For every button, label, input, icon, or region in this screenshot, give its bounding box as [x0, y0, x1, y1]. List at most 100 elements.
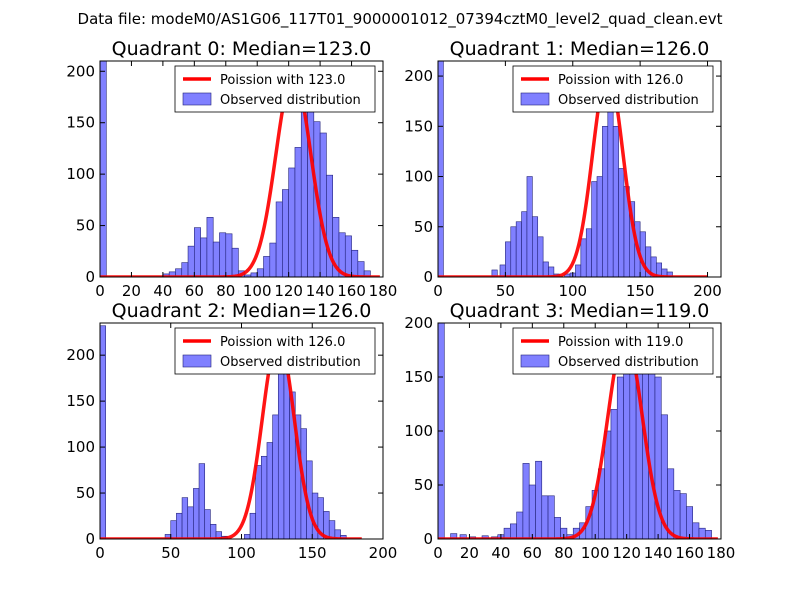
histogram-bar: [591, 181, 598, 277]
histogram-bar: [266, 442, 273, 539]
histogram-bar: [283, 368, 290, 539]
y-tick-label: 50: [76, 484, 95, 502]
y-tick-label: 100: [66, 165, 95, 183]
histogram-bar: [532, 216, 539, 277]
x-tick-label: 50: [496, 282, 515, 300]
histogram-bar: [193, 488, 200, 539]
x-tick-label: 0: [433, 544, 443, 562]
legend-observed-swatch: [520, 354, 550, 368]
y-tick-label: 200: [66, 346, 95, 364]
legend-observed-swatch: [182, 92, 212, 106]
histogram-bar: [351, 249, 359, 277]
y-tick-label: 200: [404, 314, 433, 332]
quadrant-0-plot-area: [100, 61, 381, 277]
x-tick-label: 100: [558, 282, 587, 300]
legend-fit-label: Poission with 126.0: [558, 73, 683, 88]
histogram-bar: [256, 268, 264, 277]
quadrant-1-panel: Quadrant 1: Median=126.0 0 50 100 150 200 0 50 1…: [404, 38, 721, 300]
histogram-bar: [602, 126, 609, 277]
histogram-bar: [629, 355, 637, 539]
suptitle: Data file: modeM0/AS1G06_117T01_90000010…: [78, 10, 723, 29]
histogram-bar: [269, 242, 277, 277]
poisson-fit-line: [438, 334, 719, 539]
histogram-bar: [255, 465, 262, 539]
histogram-bar: [204, 509, 211, 539]
quadrant-0-title: Quadrant 0: Median=123.0: [112, 38, 372, 60]
histogram-bar: [537, 236, 544, 277]
histogram-bar: [357, 261, 365, 277]
x-tick-label: 160: [675, 544, 704, 562]
legend-observed-swatch: [520, 92, 550, 106]
histogram-bar: [673, 490, 681, 539]
x-tick-label: 150: [626, 282, 655, 300]
histogram-bar: [294, 147, 302, 277]
histogram-bar: [219, 232, 227, 277]
x-tick-label: 60: [523, 544, 542, 562]
histogram-bar: [505, 241, 512, 277]
legend-observed-label: Observed distribution: [220, 93, 361, 108]
histogram-bar: [554, 517, 561, 539]
legend-fit-label: Poission with 119.0: [558, 335, 683, 350]
histogram-bar: [510, 226, 517, 277]
y-tick-label: 0: [423, 530, 433, 548]
histogram-bar: [200, 237, 208, 277]
histogram-bar: [100, 61, 107, 277]
quadrant-2-title: Quadrant 2: Median=126.0: [112, 300, 372, 322]
quadrant-1-plot-area: [438, 61, 709, 277]
histogram-bar: [212, 241, 220, 277]
histogram-bar: [328, 520, 336, 539]
x-tick-label: 140: [644, 544, 673, 562]
y-tick-label: 150: [66, 114, 95, 132]
histogram-bar: [516, 511, 524, 539]
y-tick-label: 0: [85, 530, 95, 548]
histogram-bar: [616, 376, 624, 539]
x-tick-label: 160: [337, 282, 366, 300]
histogram-bar: [282, 189, 289, 277]
histogram-bar: [181, 497, 189, 539]
x-tick-label: 120: [612, 544, 641, 562]
histogram-bar: [679, 493, 687, 539]
histogram-bar: [585, 228, 592, 277]
x-tick-label: 140: [306, 282, 335, 300]
histogram-bar: [535, 460, 543, 539]
histogram-bar: [288, 167, 296, 277]
histogram-bar: [198, 463, 206, 539]
quadrant-0-axes-frame: [99, 60, 384, 278]
x-tick-label: 100: [227, 544, 256, 562]
y-tick-label: 0: [85, 268, 95, 286]
histogram-bar: [542, 261, 549, 277]
x-tick-label: 0: [95, 282, 105, 300]
histogram-bar: [181, 262, 189, 277]
quadrant-2-legend: Poission with 126.0 Observed distribution: [174, 327, 376, 375]
histogram-bar: [170, 520, 177, 539]
histogram-bar: [612, 126, 619, 277]
x-tick-label: 0: [95, 544, 105, 562]
legend-observed-swatch: [182, 354, 212, 368]
histogram-bar: [187, 506, 194, 539]
histogram-bar: [176, 512, 183, 539]
histogram-bar: [610, 409, 618, 539]
quadrant-1-title: Quadrant 1: Median=126.0: [450, 38, 710, 60]
histogram-bar: [206, 217, 214, 277]
histogram-bar: [334, 529, 341, 539]
histogram-bar: [526, 176, 533, 277]
panels: Quadrant 0: Median=123.00 20 40 60 80 100 120 1…: [66, 38, 735, 562]
histogram-bar: [187, 245, 195, 277]
histogram-bar: [499, 264, 506, 277]
x-tick-label: 80: [554, 544, 573, 562]
histogram-bar: [522, 463, 530, 539]
legend-fit-label: Poission with 126.0: [220, 335, 345, 350]
y-tick-label: 50: [76, 217, 95, 235]
y-tick-label: 150: [66, 392, 95, 410]
histogram-bar: [528, 484, 536, 539]
histogram-bar: [249, 512, 256, 539]
y-tick-label: 0: [423, 268, 433, 286]
histogram-bar: [547, 495, 555, 539]
y-tick-label: 100: [404, 422, 433, 440]
histogram-bar: [244, 534, 251, 539]
histogram-bar: [548, 266, 555, 277]
quadrant-0-legend: Poission with 123.0 Observed distribution: [174, 65, 376, 113]
x-tick-label: 200: [369, 544, 398, 562]
quadrant-3-title: Quadrant 3: Median=119.0: [450, 300, 710, 322]
legend-observed-label: Observed distribution: [220, 355, 361, 370]
